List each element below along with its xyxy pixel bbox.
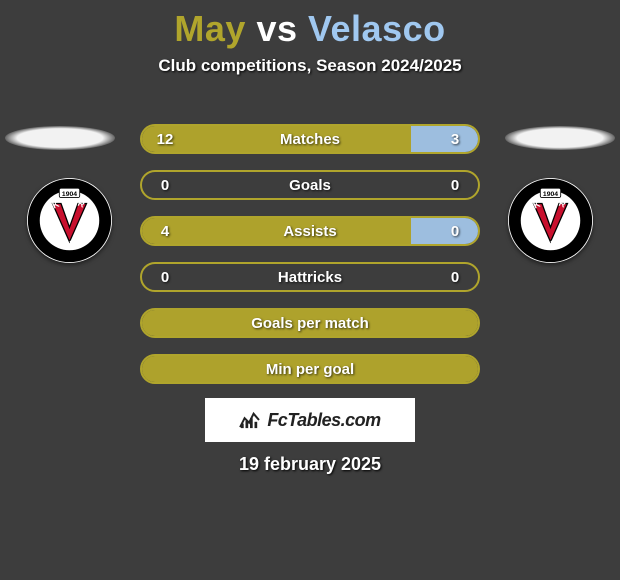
stat-label: Goals per match — [188, 315, 432, 332]
stats-container: 12Matches30Goals04Assists00Hattricks0Goa… — [140, 124, 480, 400]
stat-value-left: 0 — [142, 177, 188, 194]
shadow-right — [505, 126, 615, 150]
chart-icon — [239, 411, 261, 429]
stat-label: Min per goal — [188, 361, 432, 378]
stat-row-matches: 12Matches3 — [140, 124, 480, 154]
date-label: 19 february 2025 — [0, 454, 620, 475]
vs-text: vs — [256, 8, 297, 49]
stat-label: Hattricks — [188, 269, 432, 286]
stat-label: Goals — [188, 177, 432, 194]
stat-value-right: 3 — [432, 131, 478, 148]
stat-row-goals-per-match: Goals per match — [140, 308, 480, 338]
stat-value-right: 0 — [432, 223, 478, 240]
stat-row-assists: 4Assists0 — [140, 216, 480, 246]
stat-row-goals: 0Goals0 — [140, 170, 480, 200]
stat-row-hattricks: 0Hattricks0 — [140, 262, 480, 292]
subtitle: Club competitions, Season 2024/2025 — [0, 56, 620, 76]
club-badge-right: 1904 VIKTORIA KÖLN — [508, 178, 593, 263]
player2-name: Velasco — [308, 8, 446, 49]
fctables-logo: FcTables.com — [205, 398, 415, 442]
stat-value-left: 4 — [142, 223, 188, 240]
player1-name: May — [174, 8, 246, 49]
stat-value-right: 0 — [432, 177, 478, 194]
logo-text: FcTables.com — [267, 410, 380, 431]
stat-label: Assists — [188, 223, 432, 240]
club-badge-left: 1904 VIKTORIA KÖLN — [27, 178, 112, 263]
shadow-left — [5, 126, 115, 150]
stat-label: Matches — [188, 131, 432, 148]
stat-row-min-per-goal: Min per goal — [140, 354, 480, 384]
stat-value-left: 0 — [142, 269, 188, 286]
page-title: May vs Velasco — [0, 0, 620, 50]
stat-value-right: 0 — [432, 269, 478, 286]
stat-value-left: 12 — [142, 131, 188, 148]
